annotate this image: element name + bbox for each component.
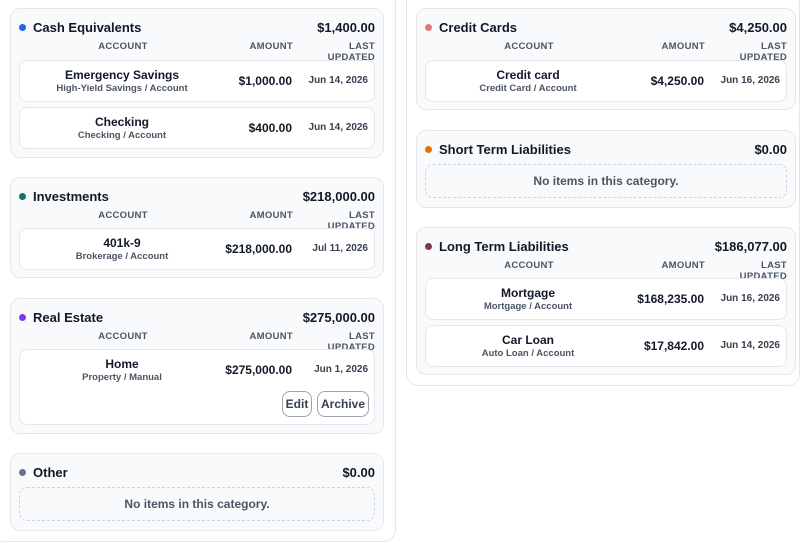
account-type: Credit Card / Account [479,83,577,94]
category-header: Investments $218,000.00 [19,187,375,205]
category-card-short-term-liabilities: Short Term Liabilities $0.00 No items in… [416,130,796,208]
header-account: ACCOUNT [504,260,554,271]
category-card-real-estate: Real Estate $275,000.00 ACCOUNT AMOUNT L… [10,298,384,434]
category-card-other: Other $0.00 No items in this category. [10,453,384,531]
account-row-mortgage[interactable]: Mortgage Mortgage / Account $168,235.00 … [425,278,787,320]
category-header: Long Term Liabilities $186,077.00 [425,237,787,255]
category-name: Investments [33,188,109,204]
header-last-updated: LAST UPDATED [327,41,375,63]
account-date: Jun 14, 2026 [720,340,780,351]
category-header: Real Estate $275,000.00 [19,308,375,326]
category-name: Other [33,464,68,480]
account-name: 401k-9 [103,236,141,250]
category-name: Real Estate [33,309,104,325]
category-header: Credit Cards $4,250.00 [425,18,787,36]
account-row-home[interactable]: Home Property / Manual $275,000.00 Jun 1… [19,349,375,425]
account-type: Checking / Account [77,130,167,141]
account-date: Jun 16, 2026 [720,293,780,304]
category-total: $186,077.00 [714,238,787,254]
account-amount: $400.00 [248,121,292,135]
category-header: Short Term Liabilities $0.00 [425,140,787,158]
account-row-401k-9[interactable]: 401k-9 Brokerage / Account $218,000.00 J… [19,228,375,270]
account-amount: $4,250.00 [650,74,704,88]
category-dot-icon [19,468,26,476]
empty-state: No items in this category. [425,164,787,198]
account-type: Auto Loan / Account [481,348,575,359]
category-total: $218,000.00 [302,188,375,204]
assets-column: Cash Equivalents $1,400.00 ACCOUNT AMOUN… [0,0,396,542]
category-name: Short Term Liabilities [439,141,571,157]
category-card-cash-equivalents: Cash Equivalents $1,400.00 ACCOUNT AMOUN… [10,8,384,158]
column-headers: ACCOUNT AMOUNT LAST UPDATED [19,331,375,353]
account-date: Jun 14, 2026 [308,75,368,86]
account-name: Car Loan [501,333,554,347]
account-row-car-loan[interactable]: Car Loan Auto Loan / Account $17,842.00 … [425,325,787,367]
header-amount: AMOUNT [661,41,705,52]
account-date: Jun 16, 2026 [720,75,780,86]
category-header: Other $0.00 [19,463,375,481]
column-headers: ACCOUNT AMOUNT LAST UPDATED [425,41,787,63]
category-dot-icon [19,192,26,200]
category-total: $4,250.00 [729,19,787,35]
category-name: Long Term Liabilities [439,238,569,254]
category-name: Cash Equivalents [33,19,142,35]
archive-button[interactable]: Archive [317,391,369,417]
empty-state: No items in this category. [19,487,375,521]
category-card-credit-cards: Credit Cards $4,250.00 ACCOUNT AMOUNT LA… [416,8,796,110]
category-card-investments: Investments $218,000.00 ACCOUNT AMOUNT L… [10,177,384,278]
header-account: ACCOUNT [98,41,148,52]
category-dot-icon [19,23,26,31]
account-type: High-Yield Savings / Account [56,83,188,94]
account-row-credit-card[interactable]: Credit card Credit Card / Account $4,250… [425,60,787,102]
category-dot-icon [425,23,432,31]
header-account: ACCOUNT [504,41,554,52]
header-amount: AMOUNT [249,331,293,342]
header-last-updated: LAST UPDATED [739,41,787,63]
header-account: ACCOUNT [98,331,148,342]
header-last-updated: LAST UPDATED [327,331,375,353]
account-name: Mortgage [501,286,555,300]
account-date: Jul 11, 2026 [312,243,368,254]
account-name: Credit card [496,68,560,82]
column-headers: ACCOUNT AMOUNT LAST UPDATED [19,210,375,232]
category-total: $0.00 [754,141,787,157]
column-headers: ACCOUNT AMOUNT LAST UPDATED [425,260,787,282]
header-last-updated: LAST UPDATED [327,210,375,232]
account-type: Brokerage / Account [75,251,169,262]
account-row-emergency-savings[interactable]: Emergency Savings High-Yield Savings / A… [19,60,375,102]
category-dot-icon [425,242,432,250]
category-dot-icon [425,145,432,153]
account-row-checking[interactable]: Checking Checking / Account $400.00 Jun … [19,107,375,149]
account-type: Mortgage / Account [483,301,573,312]
account-amount: $218,000.00 [225,242,292,256]
liabilities-column: Credit Cards $4,250.00 ACCOUNT AMOUNT LA… [406,0,800,549]
header-last-updated: LAST UPDATED [739,260,787,282]
account-name: Emergency Savings [64,68,180,82]
account-name: Home [105,357,139,371]
category-total: $275,000.00 [302,309,375,325]
account-type: Property / Manual [82,372,162,383]
column-headers: ACCOUNT AMOUNT LAST UPDATED [19,41,375,63]
category-dot-icon [19,313,26,321]
header-amount: AMOUNT [661,260,705,271]
edit-button[interactable]: Edit [282,391,312,417]
account-name: Checking [94,115,149,129]
category-name: Credit Cards [439,19,518,35]
category-card-long-term-liabilities: Long Term Liabilities $186,077.00 ACCOUN… [416,227,796,375]
account-date: Jun 1, 2026 [314,364,368,375]
account-amount: $168,235.00 [637,292,704,306]
account-amount: $1,000.00 [238,74,292,88]
header-amount: AMOUNT [249,41,293,52]
header-account: ACCOUNT [98,210,148,221]
category-header: Cash Equivalents $1,400.00 [19,18,375,36]
account-amount: $275,000.00 [225,363,292,377]
category-total: $1,400.00 [317,19,375,35]
account-date: Jun 14, 2026 [308,122,368,133]
account-amount: $17,842.00 [643,339,704,353]
category-total: $0.00 [342,464,375,480]
header-amount: AMOUNT [249,210,293,221]
